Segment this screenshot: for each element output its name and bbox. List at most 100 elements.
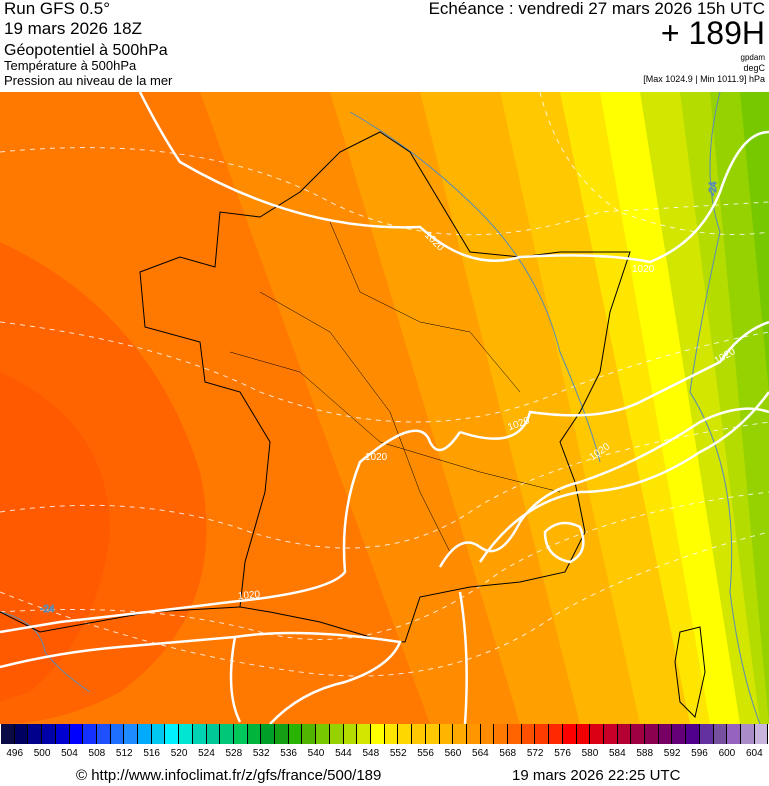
color-scale-label: 524 [198,748,215,759]
color-scale-cell [302,724,317,744]
color-scale-cell [1,724,15,744]
color-scale-cell [179,724,193,744]
forecast-map: -24 -24 1020 1020 1020 1020 [0,92,769,724]
color-scale-cell [645,724,659,744]
color-scale-label: 500 [33,748,51,759]
color-scale-cell [165,724,180,744]
color-scale-label: 564 [472,748,489,759]
color-scale-label: 592 [663,748,681,759]
color-scale-label: 504 [61,748,78,759]
color-scale-label: 544 [335,748,352,759]
color-scale-cell [55,724,70,744]
color-scale-labels: 496 500 504 508 512 516 520 524 528 532 536 540 544 5… [0,748,769,760]
color-scale-cell [192,724,207,744]
color-scale-cell [672,724,687,744]
color-scale-cell [110,724,125,744]
color-scale-cell [357,724,371,744]
color-scale-cell [521,724,536,744]
color-scale-cell [699,724,714,744]
color-scale-cell [370,724,385,744]
color-scale-label: 528 [225,748,243,759]
color-scale-cell [14,724,29,744]
color-scale-cell [562,724,577,744]
color-scale-label: 548 [362,748,380,759]
color-scale-label: 576 [554,748,571,759]
color-scale-cell [206,724,221,744]
color-scale-cell [261,724,276,744]
color-scale-cell [453,724,467,744]
color-scale-label: 540 [307,748,325,759]
color-scale-cell [247,724,262,744]
color-scale-cell [576,724,591,744]
color-scale-cell [713,724,728,744]
color-scale-cell [631,724,646,744]
color-scale-label: 512 [115,748,133,759]
color-scale-label: 604 [745,748,763,759]
color-scale-cell [316,724,330,744]
color-scale-cell [28,724,43,744]
geopotential-shading [0,92,769,724]
color-scale-cell [83,724,97,744]
color-scale-cell [480,724,495,744]
color-scale-label: 596 [691,748,708,759]
color-scale-cell [754,724,769,744]
color-scale-cell [727,724,741,744]
run-title: Run GFS 0.5° [4,0,111,18]
layer-temperature: Température à 500hPa [4,58,137,73]
color-scale-cell [412,724,426,744]
isobar-label: 1020 [632,264,655,275]
color-scale-label: 584 [608,748,626,759]
color-scale-label: 516 [143,748,160,759]
color-scale-cell [42,724,56,744]
color-scale-label: 532 [252,748,270,759]
color-scale-cell [535,724,550,744]
color-scale-label: 580 [581,748,599,759]
layer-geopotential: Géopotentiel à 500hPa [4,42,168,59]
color-scale-label: 536 [280,748,297,759]
color-scale-cell [138,724,152,744]
layer-pressure: Pression au niveau de la mer [4,73,173,88]
color-scale-label: 600 [718,748,736,759]
color-scale-cell [384,724,399,744]
color-scale-cell [590,724,604,744]
run-date: 19 mars 2026 18Z [4,19,142,38]
temperature-label: -24 [708,181,719,196]
color-scale-cell [439,724,454,744]
color-scale-label: 572 [526,748,544,759]
color-scale-label: 496 [6,748,24,759]
color-scale-cell [508,724,522,744]
color-scale-cell [398,724,413,744]
color-scale-cell [466,724,481,744]
color-scale-cell [233,724,248,744]
color-scale-cell [220,724,234,744]
color-scale-cell [658,724,673,744]
corsica-outline [674,626,706,718]
unit-degc: degC [743,63,765,73]
color-scale-cell [69,724,84,744]
color-scale-label: 560 [444,748,462,759]
color-scale-cell [494,724,509,744]
color-scale-cell [275,724,289,744]
isobar-label: 1020 [237,589,261,602]
generation-time: 19 mars 2026 22:25 UTC [512,767,681,784]
color-scale-label: 568 [499,748,517,759]
color-scale-label: 588 [636,748,654,759]
color-scale-cell [288,724,303,744]
isobars-1020 [0,92,769,724]
pressure-range: [Max 1024.9 | Min 1011.9] hPa [643,74,765,84]
color-scale-cell [686,724,700,744]
color-scale-cell [425,724,440,744]
temperature-label: -24 [40,604,55,615]
lead-time: + 189H [660,15,765,51]
color-scale-cell [603,724,618,744]
color-scale-cell [329,724,344,744]
color-scale-label: 556 [417,748,434,759]
color-scale-cell [124,724,139,744]
valid-time: Echéance : vendredi 27 mars 2026 15h UTC [428,0,765,18]
source-url[interactable]: © http://www.infoclimat.fr/z/gfs/france/… [76,767,382,784]
color-scale-cell [617,724,632,744]
color-scale-bar [1,724,769,744]
isobar-label: 1020 [365,452,388,463]
color-scale-cell [96,724,111,744]
